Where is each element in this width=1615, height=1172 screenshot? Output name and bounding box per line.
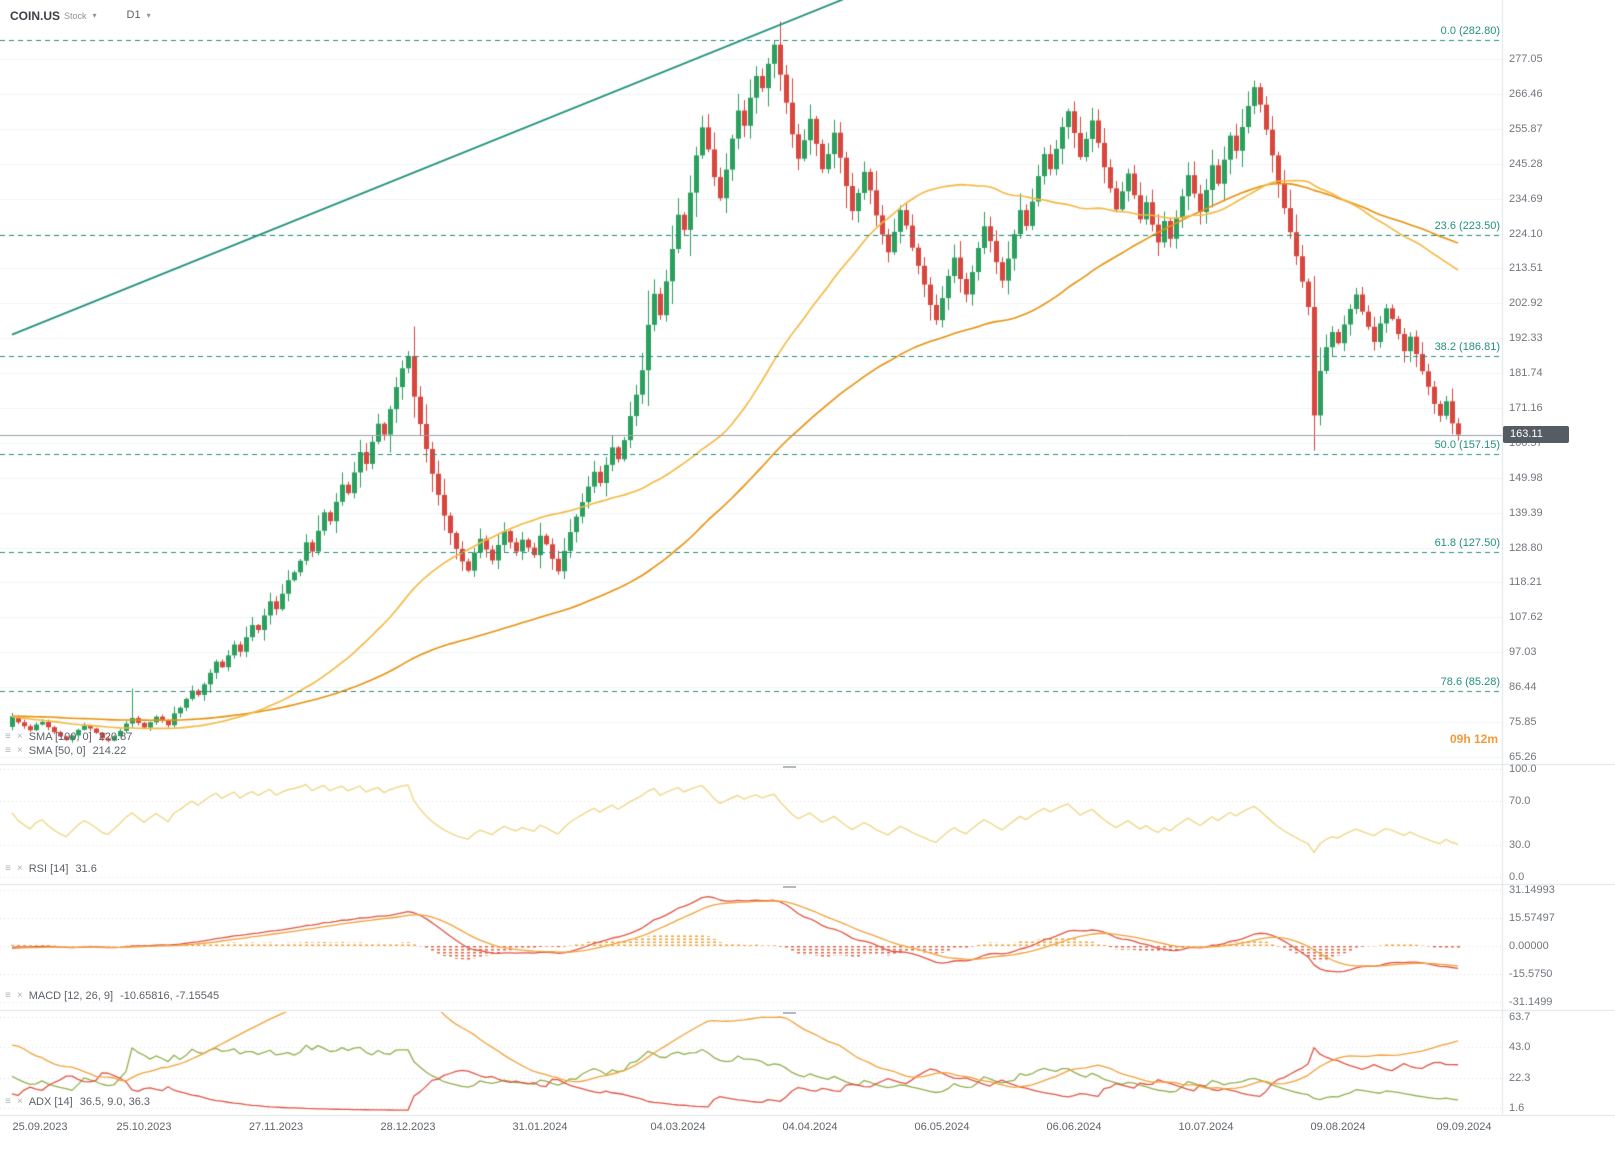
current-price-badge: 163.11 [1503,426,1569,443]
price-axis-tick: 245.28 [1509,158,1543,170]
macd-axis-tick: 0.00000 [1509,940,1549,952]
indicator-settings-icon[interactable]: ≡ [5,863,11,874]
date-axis-label: 10.07.2024 [1178,1121,1234,1133]
instrument-symbol[interactable]: COIN.US [10,9,61,23]
price-axis-tick: 213.51 [1509,262,1543,274]
price-axis-tick: 255.87 [1509,123,1543,135]
sma50-legend: ≡ × SMA [50, 0] 214.22 [5,745,126,757]
indicator-settings-icon[interactable]: ≡ [5,745,11,756]
price-axis-tick: 97.03 [1509,646,1537,658]
indicator-settings-icon[interactable]: ≡ [5,731,11,742]
fib-level-label: 78.6 (85.28) [1440,676,1500,688]
date-axis-label: 25.10.2023 [116,1121,172,1133]
indicator-value: 220.87 [98,731,133,743]
macd-axis-tick: 31.14993 [1509,884,1555,896]
date-axis-label: 27.11.2023 [248,1121,304,1133]
macd-axis-tick: 15.57497 [1509,912,1555,924]
price-axis-tick: 277.05 [1509,53,1543,65]
price-axis-tick: 65.26 [1509,751,1537,763]
price-axis-tick: 181.74 [1509,367,1543,379]
indicator-remove-icon[interactable]: × [16,1096,23,1107]
date-axis-label: 04.04.2024 [782,1121,838,1133]
price-axis-tick: 118.21 [1509,576,1542,588]
indicator-name: SMA [50, 0] [28,745,86,757]
adx-axis-tick: 63.7 [1509,1011,1531,1023]
adx-axis-tick: 43.0 [1509,1041,1531,1053]
date-axis-label: 25.09.2023 [12,1121,68,1133]
date-axis-label: 06.06.2024 [1046,1121,1102,1133]
rsi-axis-tick: 30.0 [1509,839,1531,851]
price-axis-tick: 171.16 [1509,402,1543,414]
indicator-settings-icon[interactable]: ≡ [5,990,11,1001]
fib-level-label: 23.6 (223.50) [1434,220,1500,232]
date-axis-label: 31.01.2024 [512,1121,568,1133]
price-axis-tick: 139.39 [1509,507,1543,519]
chevron-down-icon[interactable]: ▾ [146,11,151,20]
adx-axis-tick: 1.6 [1509,1102,1525,1114]
price-axis-tick: 107.62 [1509,611,1543,623]
adx-axis-tick: 22.3 [1509,1072,1531,1084]
panel-resize-handle[interactable] [783,1012,796,1014]
date-axis-label: 06.05.2024 [914,1121,970,1133]
fib-level-label: 61.8 (127.50) [1434,537,1500,549]
fib-level-label: 38.2 (186.81) [1434,341,1500,353]
indicator-value: 31.6 [75,863,97,875]
price-axis-tick: 86.44 [1509,681,1537,693]
price-axis-tick: 75.85 [1509,716,1537,728]
timeframe-selector[interactable]: D1 [126,9,141,21]
instrument-type-label: Stock [64,11,87,21]
fib-level-label: 0.0 (282.80) [1440,25,1500,37]
indicator-value: -10.65816, -7.15545 [120,990,220,1002]
indicator-remove-icon[interactable]: × [16,731,23,742]
indicator-remove-icon[interactable]: × [16,745,23,756]
panel-resize-handle[interactable] [783,886,796,888]
indicator-name: ADX [14] [28,1096,73,1108]
adx-legend: ≡ × ADX [14] 36.5, 9.0, 36.3 [5,1096,150,1108]
price-axis-tick: 266.46 [1509,88,1543,100]
date-axis-label: 09.08.2024 [1310,1121,1366,1133]
rsi-axis-tick: 0.0 [1509,871,1525,883]
indicator-name: SMA [100, 0] [28,731,92,743]
macd-axis-tick: -15.5750 [1509,968,1553,980]
indicator-name: MACD [12, 26, 9] [28,990,114,1002]
price-axis-tick: 128.80 [1509,542,1543,554]
instrument-header: COIN.US Stock ▾ D1 ▾ [10,9,151,23]
date-axis-label: 09.09.2024 [1436,1121,1492,1133]
panel-resize-handle[interactable] [783,766,796,768]
indicator-value: 36.5, 9.0, 36.3 [79,1096,151,1108]
indicator-settings-icon[interactable]: ≡ [5,1096,11,1107]
macd-legend: ≡ × MACD [12, 26, 9] -10.65816, -7.15545 [5,990,219,1002]
date-axis-label: 28.12.2023 [380,1121,436,1133]
date-axis-label: 04.03.2024 [650,1121,706,1133]
price-axis-tick: 149.98 [1509,472,1543,484]
indicator-name: RSI [14] [28,863,69,875]
indicator-remove-icon[interactable]: × [16,863,23,874]
price-axis-tick: 202.92 [1509,297,1543,309]
fib-level-label: 50.0 (157.15) [1434,439,1500,451]
chevron-down-icon[interactable]: ▾ [92,11,97,20]
price-axis-tick: 234.69 [1509,193,1543,205]
price-axis-tick: 192.33 [1509,332,1543,344]
indicator-value: 214.22 [92,745,127,757]
candle-countdown: 09h 12m [1449,732,1498,746]
rsi-legend: ≡ × RSI [14] 31.6 [5,863,97,875]
rsi-axis-tick: 100.0 [1509,763,1537,775]
sma100-legend: ≡ × SMA [100, 0] 220.87 [5,731,132,743]
indicator-remove-icon[interactable]: × [16,990,23,1001]
price-axis-tick: 224.10 [1509,228,1543,240]
macd-axis-tick: -31.1499 [1509,996,1553,1008]
rsi-axis-tick: 70.0 [1509,795,1531,807]
